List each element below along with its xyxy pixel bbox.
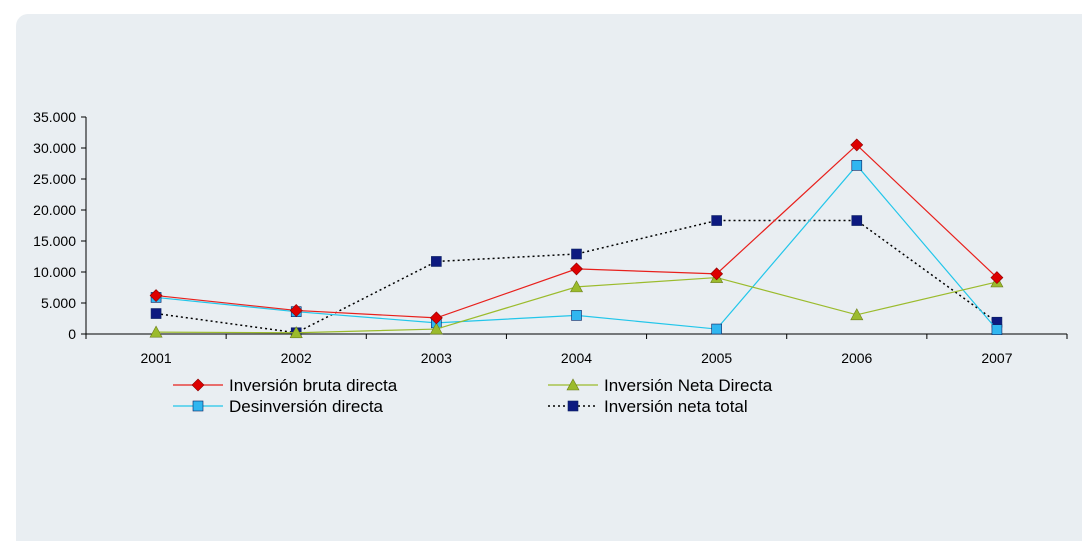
x-tick-label: 2002 bbox=[281, 350, 312, 366]
legend-marker bbox=[567, 400, 579, 412]
legend-label: Inversión neta total bbox=[604, 397, 748, 416]
data-point-series-1 bbox=[149, 325, 163, 338]
y-tick-label: 25.000 bbox=[33, 171, 76, 187]
data-point-series-2 bbox=[711, 323, 722, 335]
data-point-series-2 bbox=[991, 324, 1003, 335]
legend-marker bbox=[566, 378, 580, 391]
y-tick-label: 5.000 bbox=[41, 295, 76, 311]
data-point-series-0 bbox=[570, 262, 583, 276]
data-point-series-0 bbox=[710, 267, 724, 281]
legend-label: Desinversión directa bbox=[229, 397, 384, 416]
data-point-series-0 bbox=[149, 289, 163, 302]
data-point-series-0 bbox=[850, 138, 864, 152]
data-point-series-3 bbox=[431, 256, 442, 267]
legend-marker bbox=[192, 400, 204, 412]
data-point-series-1 bbox=[289, 326, 303, 339]
x-tick-label: 2001 bbox=[140, 350, 171, 366]
data-point-series-1 bbox=[569, 280, 584, 293]
series-line-2 bbox=[156, 164, 998, 331]
data-point-series-3 bbox=[711, 215, 722, 226]
x-tick-label: 2005 bbox=[701, 350, 732, 366]
y-tick-label: 35.000 bbox=[33, 109, 76, 125]
data-point-series-1 bbox=[429, 322, 443, 335]
x-tick-label: 2007 bbox=[981, 350, 1012, 366]
data-point-series-3 bbox=[571, 248, 582, 260]
data-point-series-3 bbox=[851, 215, 863, 226]
y-tick-label: 30.000 bbox=[33, 140, 76, 156]
x-tick-label: 2006 bbox=[841, 350, 872, 366]
data-point-series-0 bbox=[289, 304, 303, 317]
data-point-series-0 bbox=[990, 271, 1004, 285]
data-point-series-2 bbox=[851, 160, 863, 171]
chart-panel bbox=[16, 14, 1082, 541]
legend-marker bbox=[191, 378, 205, 392]
y-tick-label: 10.000 bbox=[33, 264, 76, 280]
x-tick-label: 2003 bbox=[421, 350, 452, 366]
data-point-series-0 bbox=[429, 311, 443, 325]
data-point-series-3 bbox=[150, 308, 162, 319]
x-tick-label: 2004 bbox=[561, 350, 592, 366]
y-tick-label: 0 bbox=[68, 326, 76, 342]
data-point-series-1 bbox=[850, 308, 864, 321]
legend-label: Inversión Neta Directa bbox=[604, 376, 773, 395]
legend-label: Inversión bruta directa bbox=[229, 376, 398, 395]
y-tick-label: 20.000 bbox=[33, 202, 76, 218]
y-tick-label: 15.000 bbox=[33, 233, 76, 249]
data-point-series-2 bbox=[571, 310, 582, 321]
